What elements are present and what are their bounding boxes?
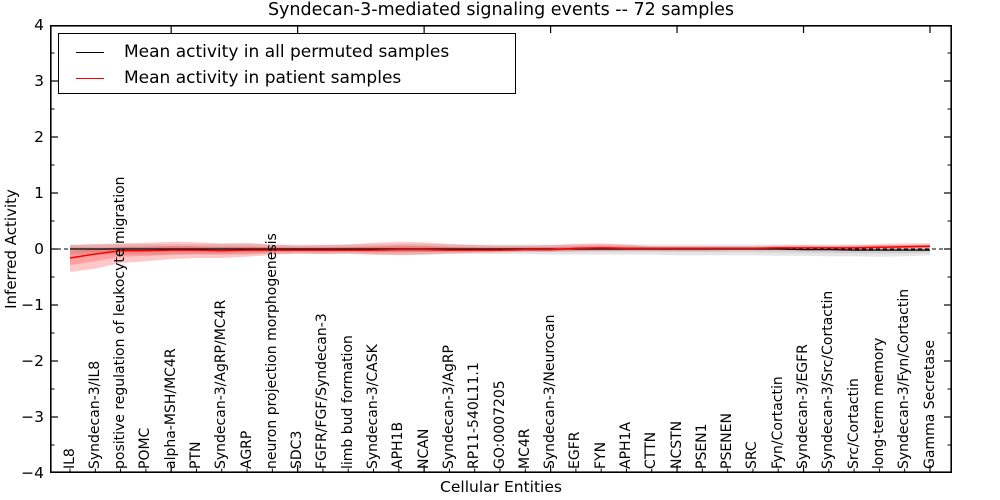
- x-tick-label: MC4R: [516, 428, 533, 470]
- x-tick-label: NCAN: [415, 428, 432, 469]
- x-tick-label: Syndecan-3/Neurocan: [542, 314, 559, 470]
- x-tick-label: Src/Cortactin: [845, 378, 862, 469]
- x-tick-label: Fyn/Cortactin: [769, 376, 786, 469]
- x-tick-label: IL8: [61, 448, 78, 469]
- confidence-band-patient: [70, 241, 930, 272]
- x-tick-label: GO:0007205: [491, 380, 508, 469]
- x-tick-label: limb bud formation: [339, 335, 356, 469]
- x-tick-label: Syndecan-3/Fyn/Cortactin: [896, 288, 913, 469]
- x-tick-label: PSEN1: [693, 423, 710, 469]
- x-tick-label: Syndecan-3/Src/Cortactin: [820, 290, 837, 469]
- x-tick-label: Syndecan-3/AgRP/MC4R: [213, 299, 230, 469]
- y-tick-label: 4: [34, 16, 44, 34]
- x-tick-label: POMC: [137, 427, 154, 469]
- x-tick-label: SRC: [744, 441, 761, 469]
- series-line-patient: [69, 245, 931, 259]
- legend-label-permuted: Mean activity in all permuted samples: [124, 42, 450, 62]
- x-tick-label: EGFR: [567, 431, 584, 469]
- y-tick-label: −1: [21, 296, 44, 314]
- y-tick-label: 3: [34, 72, 44, 90]
- x-tick-label: CTTN: [643, 431, 660, 469]
- y-tick-label: 0: [34, 240, 44, 258]
- chart-title: Syndecan-3-mediated signaling events -- …: [267, 0, 735, 20]
- x-tick-label: FYN: [592, 441, 609, 469]
- series-line-permuted: [70, 248, 930, 251]
- y-tick-label: −2: [21, 352, 44, 370]
- y-tick-label: 2: [34, 128, 44, 146]
- x-tick-label: Syndecan-3/EGFR: [795, 344, 812, 469]
- y-tick-label: 1: [34, 184, 44, 202]
- legend-line-patient-icon: [76, 77, 104, 79]
- x-tick-label: AGRP: [238, 430, 255, 469]
- x-tick-label: Syndecan-3/IL8: [86, 360, 103, 469]
- x-tick-label: SDC3: [289, 430, 306, 469]
- x-axis-label: Cellular Entities: [440, 478, 562, 496]
- x-tick-label: neuron projection morphogenesis: [263, 233, 280, 469]
- x-tick-label: Syndecan-3/AgRP: [440, 344, 457, 469]
- x-tick-label: alpha-MSH/MC4R: [162, 348, 179, 469]
- x-tick-label: NCSTN: [668, 420, 685, 469]
- x-tick-label: APH1B: [390, 421, 407, 469]
- x-tick-label: long-term memory: [870, 337, 887, 469]
- x-tick-label: positive regulation of leukocyte migrati…: [112, 176, 129, 469]
- legend-label-patient: Mean activity in patient samples: [124, 68, 402, 88]
- x-tick-label: APH1A: [617, 421, 634, 469]
- plot-area: IL8 Syndecan-3/IL8 positive regulation of …: [50, 25, 952, 473]
- x-tick-label: PTN: [187, 441, 204, 469]
- plot-canvas: [50, 25, 952, 473]
- legend-line-permuted-icon: [76, 51, 104, 53]
- legend-row-permuted: Mean activity in all permuted samples: [59, 39, 515, 65]
- x-tick-label: FGFR/FGF/Syndecan-3: [314, 313, 331, 469]
- y-tick-label: −3: [21, 408, 44, 426]
- legend-row-patient: Mean activity in patient samples: [59, 65, 515, 91]
- x-tick-label: Syndecan-3/CASK: [365, 344, 382, 469]
- legend: Mean activity in all permuted samples Me…: [58, 33, 516, 94]
- y-tick-label: −4: [21, 464, 44, 482]
- x-tick-label: Gamma Secretase: [921, 340, 938, 469]
- x-tick-label: RP11-540L11.1: [466, 362, 483, 469]
- x-tick-label: PSENEN: [719, 413, 736, 469]
